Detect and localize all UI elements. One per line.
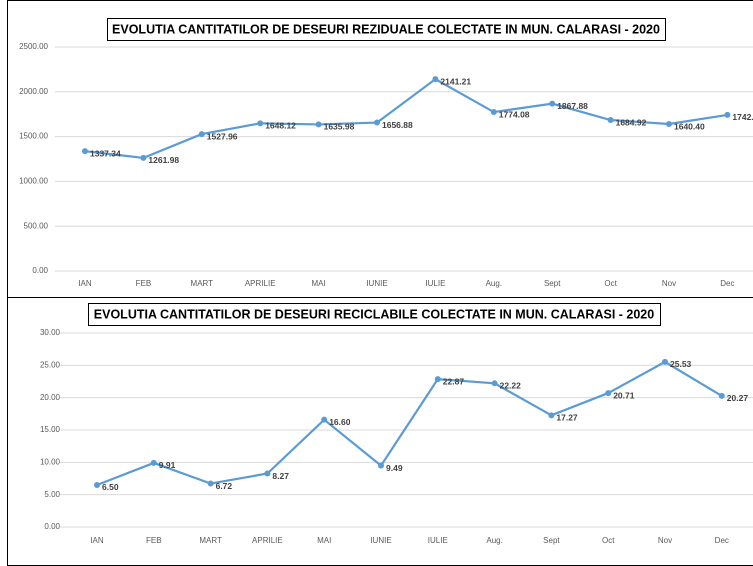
y-tick-label: 0.00 [44, 522, 60, 531]
data-point [82, 148, 88, 155]
x-tick-label: Aug. [486, 279, 502, 288]
x-tick-label: Sept [544, 279, 561, 288]
data-line [96, 360, 723, 486]
x-tick-label: APRILIE [245, 279, 276, 288]
data-point [374, 119, 380, 126]
x-tick-label: IULIE [425, 279, 445, 288]
data-line [84, 77, 728, 160]
chart-title: EVOLUTIA CANTITATILOR DE DESEURI RECICLA… [94, 307, 654, 321]
x-tick-label: Sept [543, 536, 560, 545]
x-tick-label: APRILIE [252, 536, 283, 545]
x-tick-label: Nov [662, 279, 676, 288]
y-tick-label: 20.00 [40, 393, 61, 402]
y-tick-label: 2000.00 [19, 87, 48, 96]
x-tick-label: MAI [317, 536, 331, 545]
data-label: 1867.88 [557, 101, 588, 111]
data-point [666, 121, 672, 128]
title-box [88, 303, 661, 326]
data-label: 1648.12 [265, 121, 296, 131]
data-label: 1742. [732, 112, 753, 122]
data-point [491, 380, 498, 387]
y-tick-label: 1000.00 [19, 177, 48, 186]
x-tick-label: FEB [136, 279, 152, 288]
data-point [605, 390, 612, 397]
y-tick-label: 25.00 [40, 360, 61, 369]
y-tick-label: 2500.00 [19, 42, 48, 51]
data-point [378, 462, 384, 469]
title-box [107, 18, 666, 41]
x-tick-label: FEB [146, 536, 162, 545]
x-tick-label: IULIE [428, 536, 448, 545]
data-label: 6.72 [216, 481, 233, 491]
data-label: 9.49 [386, 463, 403, 473]
data-point [94, 481, 100, 488]
x-tick-label: MART [199, 536, 222, 545]
y-tick-label: 0.00 [32, 266, 48, 275]
data-label: 6.50 [102, 482, 119, 492]
data-label: 25.53 [670, 359, 692, 369]
y-tick-label: 15.00 [40, 425, 61, 434]
data-point [198, 131, 205, 138]
data-label: 8.27 [272, 471, 289, 481]
data-label: 1774.08 [499, 109, 530, 119]
data-point [718, 392, 725, 399]
data-point [264, 470, 271, 477]
y-tick-label: 5.00 [44, 490, 60, 499]
data-label: 1656.88 [382, 120, 413, 130]
x-tick-label: Dec [715, 536, 729, 545]
data-point [434, 376, 441, 383]
x-tick-label: Aug. [486, 536, 502, 545]
data-label: 1261.98 [148, 155, 179, 165]
data-point [490, 109, 497, 116]
data-label: 1527.96 [207, 131, 238, 141]
y-tick-label: 1500.00 [19, 132, 48, 141]
x-tick-label: MART [191, 279, 214, 288]
data-label: 2141.21 [440, 76, 471, 86]
chart-frame [7, 297, 753, 566]
data-label: 17.27 [556, 413, 578, 423]
data-point [315, 121, 322, 128]
x-tick-label: MAI [311, 279, 325, 288]
data-label: 22.22 [500, 381, 522, 391]
data-label: 1635.98 [324, 122, 355, 132]
data-point [257, 120, 264, 127]
data-point [607, 117, 614, 124]
data-point [549, 100, 556, 107]
data-point [207, 480, 214, 487]
data-label: 1640.40 [674, 121, 705, 131]
data-label: 22.87 [443, 376, 465, 386]
data-point [150, 459, 157, 466]
chart-title: EVOLUTIA CANTITATILOR DE DESEURI REZIDUA… [112, 22, 660, 36]
y-tick-label: 10.00 [40, 457, 61, 466]
y-tick-label: 30.00 [40, 328, 61, 337]
x-tick-label: IUNIE [370, 536, 391, 545]
data-label: 1337.34 [90, 148, 121, 158]
x-tick-label: Nov [658, 536, 672, 545]
x-tick-label: Dec [720, 279, 734, 288]
data-point [724, 111, 731, 118]
data-point [432, 76, 439, 83]
x-tick-label: Oct [602, 536, 615, 545]
data-label: 9.91 [159, 460, 176, 470]
data-label: 1684.92 [616, 117, 647, 127]
data-label: 20.71 [613, 390, 635, 400]
data-point [321, 416, 328, 423]
x-tick-label: IUNIE [366, 279, 387, 288]
x-tick-label: IAN [78, 279, 92, 288]
data-point [662, 358, 668, 365]
data-label: 16.60 [329, 417, 351, 427]
y-tick-label: 500.00 [24, 221, 49, 230]
data-point [140, 154, 147, 161]
x-tick-label: IAN [90, 536, 104, 545]
data-label: 20.27 [727, 393, 749, 403]
x-tick-label: Oct [604, 279, 617, 288]
data-point [548, 412, 555, 419]
